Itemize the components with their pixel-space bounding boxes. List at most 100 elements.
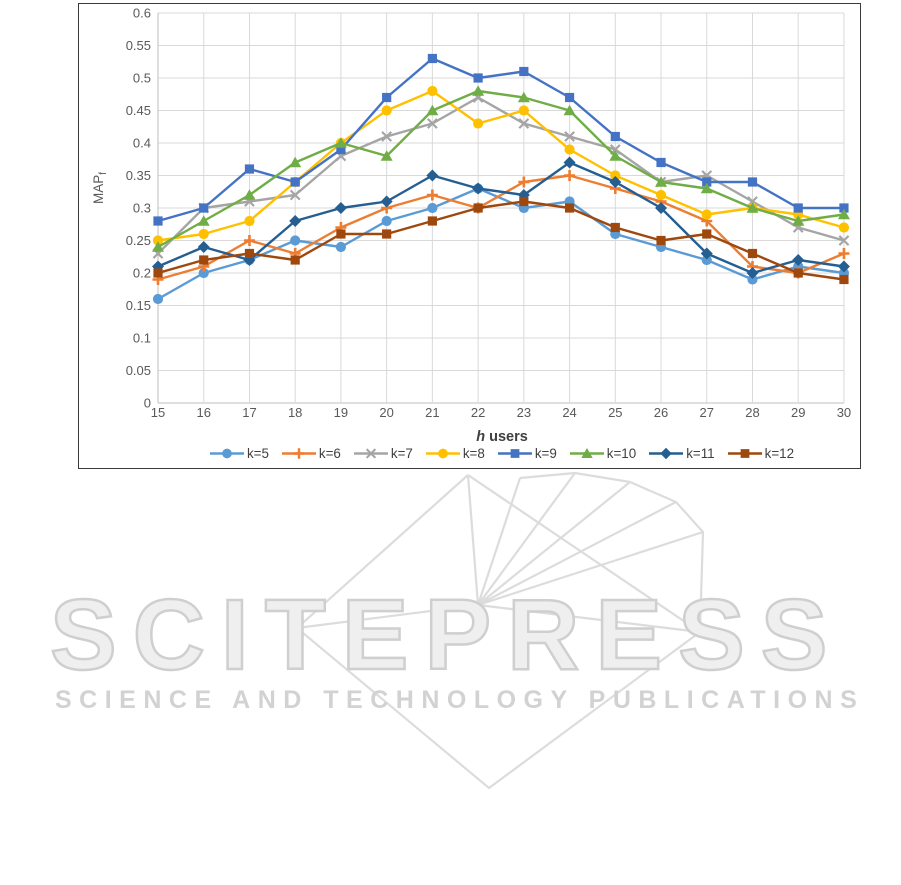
legend-label-k=7: k=7	[390, 446, 413, 461]
legend-marker-icon-k=9	[497, 449, 532, 458]
x-tick-label: 25	[608, 405, 622, 420]
data-point-marker-circle	[610, 170, 621, 181]
data-point-marker-triangle	[581, 447, 593, 459]
data-point-marker-square	[153, 268, 163, 278]
data-point-marker-square	[747, 177, 758, 187]
data-point-marker-square	[244, 164, 255, 174]
x-tick-label: 28	[745, 405, 759, 420]
legend-label-k=12: k=12	[764, 446, 795, 461]
legend-label-k=10: k=10	[606, 446, 637, 461]
data-point-marker-triangle	[152, 241, 164, 252]
data-point-marker-square	[740, 449, 749, 458]
data-point-marker-circle	[747, 274, 758, 285]
legend-item-k=11: k=11	[649, 446, 715, 461]
watermark-shape-line	[477, 501, 677, 606]
data-point-marker-diamond	[660, 447, 672, 460]
data-point-marker-square	[473, 73, 483, 83]
watermark-tagline: SCIENCE AND TECHNOLOGY PUBLICATIONS	[55, 686, 865, 714]
series-line-k=10	[157, 89, 845, 249]
data-point-marker-circle	[335, 241, 347, 253]
data-point-marker-circle	[427, 85, 438, 97]
data-point-marker-square	[793, 203, 803, 213]
x-tick-label: 30	[837, 405, 851, 420]
data-point-marker-square	[519, 66, 529, 77]
series-k=12	[153, 196, 849, 285]
data-point-marker-circle	[290, 235, 301, 246]
data-point-marker-diamond	[426, 169, 439, 182]
data-point-marker-circle	[437, 448, 448, 459]
y-tick-label: 0.1	[133, 331, 151, 346]
data-point-marker-circle	[198, 267, 209, 279]
y-tick-label: 0.5	[133, 71, 151, 86]
y-tick-label: 0.6	[133, 6, 151, 21]
data-point-marker-square	[153, 216, 163, 226]
data-point-marker-triangle	[426, 104, 439, 116]
data-point-marker-circle	[564, 144, 575, 155]
y-axis-title: MAPf	[91, 172, 109, 204]
legend-marker-icon-k=10	[569, 447, 604, 459]
series-line-k=11	[157, 161, 845, 275]
x-tick-label: 18	[288, 405, 302, 420]
x-tick-label: 15	[151, 405, 165, 420]
x-axis-title-italic: h	[476, 429, 486, 445]
series-k=6	[152, 170, 850, 285]
data-point-marker-triangle	[197, 215, 210, 226]
x-tick-label: 24	[562, 405, 576, 420]
data-point-marker-x	[564, 131, 575, 142]
watermark-shape-line	[519, 471, 705, 633]
x-tick-label: 21	[425, 405, 439, 420]
data-point-marker-square	[702, 229, 712, 239]
data-point-marker-plus	[564, 170, 576, 181]
data-point-marker-circle	[518, 105, 529, 116]
data-point-marker-circle	[473, 118, 484, 129]
data-point-marker-triangle	[700, 182, 713, 194]
watermark-shape-line	[477, 481, 631, 606]
legend-item-k=9: k=9	[497, 446, 557, 461]
x-axis-title: h users	[159, 429, 845, 445]
data-point-marker-triangle	[746, 202, 759, 213]
data-point-marker-square	[336, 229, 346, 239]
watermark-shape-line	[477, 530, 704, 607]
x-tick-label: 17	[242, 405, 256, 420]
data-point-marker-circle	[244, 215, 255, 227]
watermark-shape-line	[476, 477, 522, 606]
watermark-shape-line	[295, 474, 702, 790]
y-tick-label: 0.25	[126, 233, 151, 248]
y-axis-title-main: MAP	[91, 174, 106, 205]
series-line-k=9	[157, 57, 844, 223]
data-point-marker-square	[656, 157, 666, 168]
data-point-marker-square	[793, 268, 803, 278]
data-point-marker-triangle	[609, 150, 622, 161]
y-tick-label: 0.05	[126, 363, 151, 378]
data-point-marker-plus	[518, 176, 530, 188]
watermark-shape-line	[477, 603, 701, 634]
data-point-marker-circle	[152, 235, 164, 246]
legend-item-k=6: k=6	[281, 446, 341, 461]
data-point-marker-x	[365, 448, 376, 459]
data-point-marker-square	[839, 274, 849, 285]
data-point-marker-circle	[655, 189, 667, 201]
legend-marker-icon-k=11	[649, 447, 684, 460]
legend-item-k=5: k=5	[209, 446, 269, 461]
data-point-marker-diamond	[792, 254, 805, 266]
series-k=9	[153, 53, 849, 226]
data-point-marker-square	[702, 177, 712, 187]
data-point-marker-square	[564, 203, 575, 213]
data-point-marker-triangle	[655, 176, 668, 187]
data-point-marker-square	[610, 222, 620, 233]
data-point-marker-square	[747, 248, 758, 259]
data-point-marker-square	[510, 449, 520, 458]
line-chart-plot: 0 0.05 0.1 0.15 0.2 0.25 0.3 0.35 0.4 0.45 0.5 0.55…	[126, 6, 851, 421]
data-point-marker-diamond	[197, 241, 210, 253]
chart-frame: 0 0.05 0.1 0.15 0.2 0.25 0.3 0.35 0.4 0.45 0.5 0.55…	[78, 3, 861, 469]
data-point-marker-square	[427, 216, 437, 226]
data-point-marker-square	[290, 255, 300, 265]
data-point-marker-square	[290, 177, 300, 187]
x-tick-label: 20	[379, 405, 393, 420]
x-tick-label: 22	[471, 405, 485, 420]
y-tick-label: 0.15	[126, 298, 151, 313]
data-point-marker-triangle	[517, 91, 530, 103]
data-point-marker-diamond	[563, 156, 576, 169]
legend-item-k=7: k=7	[353, 446, 413, 461]
